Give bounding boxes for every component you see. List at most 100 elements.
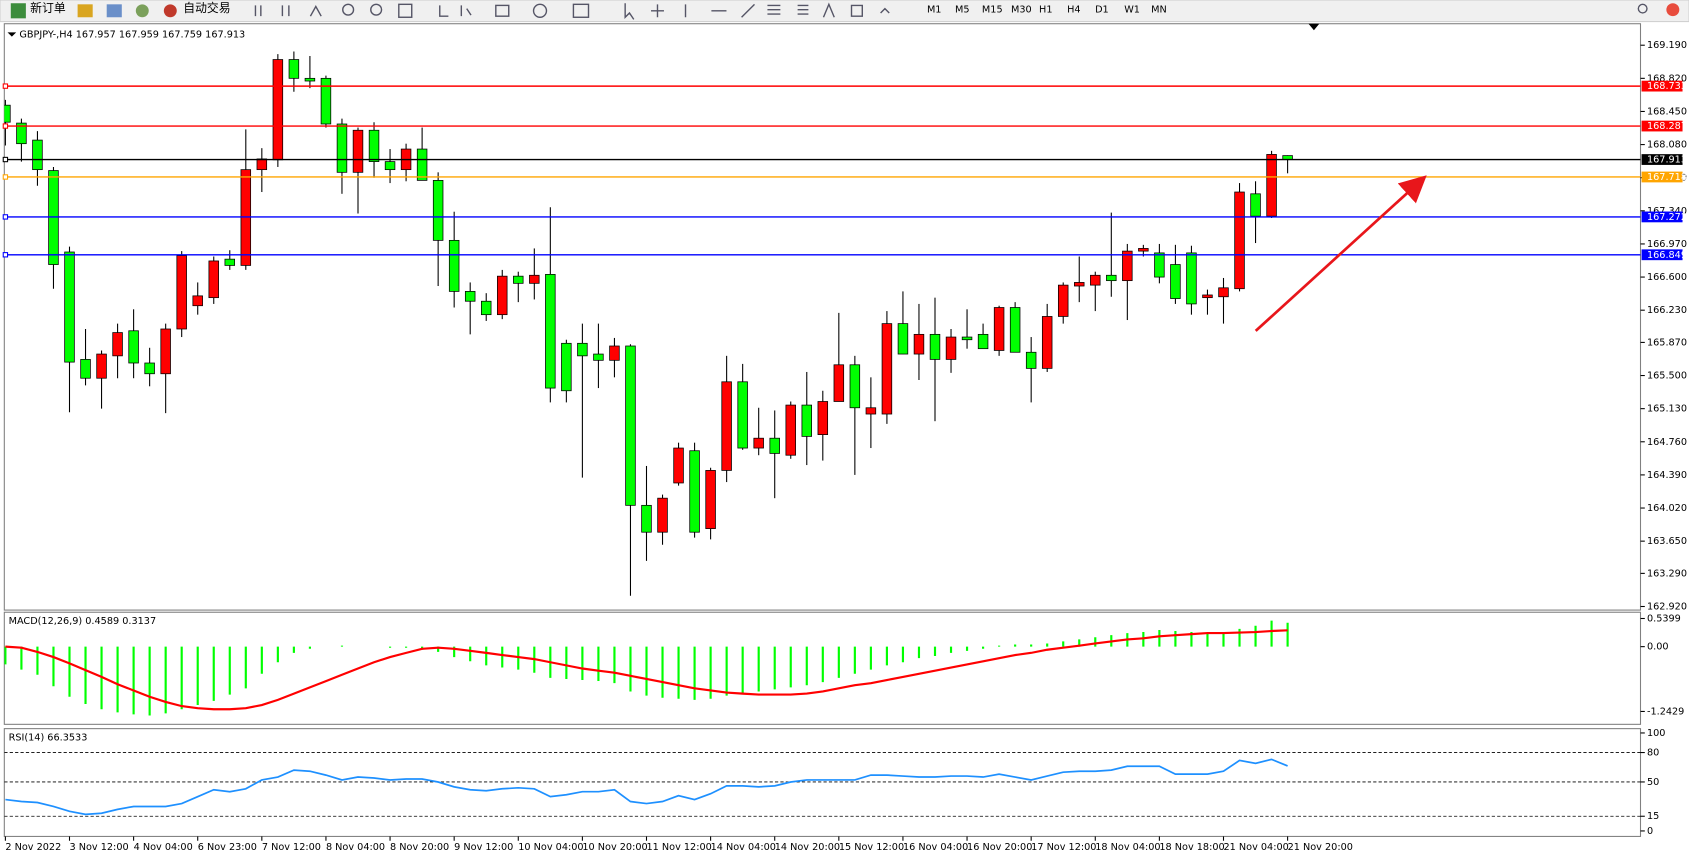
icon[interactable] [135, 4, 149, 18]
candle-body [64, 251, 75, 363]
candle-body [96, 353, 107, 379]
candle-body [1186, 252, 1197, 305]
candle-body [529, 274, 540, 284]
macd-title: MACD(12,26,9) 0.4589 0.3137 [9, 616, 157, 627]
y-tick-label: 162.920 [1647, 601, 1687, 612]
y-tick-label: 165.870 [1647, 337, 1687, 348]
y-tick-label: 0 [1647, 826, 1653, 837]
candle-body [464, 291, 476, 302]
icon[interactable] [106, 4, 122, 18]
main-panel [3, 23, 1642, 611]
candle-body [545, 274, 556, 389]
icon[interactable] [77, 4, 93, 18]
candle-body [1154, 252, 1165, 278]
drawing-tools[interactable] [624, 2, 890, 20]
axes: 169.190168.820168.450168.080167.710167.3… [2, 40, 1687, 853]
level-handle [2, 174, 9, 180]
timeframe-button[interactable]: H1 [1039, 5, 1052, 16]
toolbar-button[interactable]: 新订单 [30, 1, 66, 15]
search[interactable] [1637, 3, 1648, 14]
x-tick-label: 3 Nov 12:00 [70, 842, 129, 853]
candle-body [865, 407, 877, 415]
y-tick-label: 163.290 [1647, 568, 1687, 579]
tile-icon[interactable] [398, 3, 413, 18]
candle-body [32, 139, 43, 171]
chart-type-icons[interactable] [254, 5, 322, 17]
macd-plot [4, 620, 1289, 716]
y-tick-label: 166.970 [1647, 239, 1687, 250]
candle-body [1106, 274, 1117, 282]
candle-body [977, 333, 989, 350]
candle-body [625, 345, 636, 506]
candle-body [577, 342, 588, 357]
y-tick-label: 167.340 [1647, 206, 1687, 217]
x-tick-label: 21 Nov 04:00 [1223, 842, 1288, 853]
timeframe-button[interactable]: W1 [1124, 5, 1140, 16]
y-tick-label: 169.190 [1647, 40, 1687, 51]
y-tick-label: 164.760 [1647, 437, 1687, 448]
x-tick-label: 16 Nov 04:00 [903, 842, 968, 853]
candle-body [513, 275, 524, 284]
timeframe-button[interactable]: M30 [1011, 5, 1032, 16]
new-order-icon[interactable] [10, 3, 26, 19]
level-handle [2, 156, 9, 163]
level-label-box [1641, 249, 1683, 261]
zoom-in[interactable] [342, 3, 355, 16]
timeframe-button[interactable]: M5 [955, 5, 970, 16]
y-tick-label: 166.600 [1647, 272, 1687, 283]
level-handle [2, 214, 9, 220]
timeframe-button[interactable]: M15 [982, 5, 1003, 16]
y-tick-label: -1.2429 [1647, 706, 1684, 717]
autotrade-icon[interactable] [163, 4, 177, 18]
level-label-box [1641, 171, 1683, 183]
notification[interactable] [1666, 3, 1680, 17]
x-tick-label: 17 Nov 12:00 [1031, 842, 1096, 853]
y-tick-label: 165.130 [1647, 404, 1687, 415]
period-icon[interactable] [532, 3, 548, 18]
candle-body [1218, 287, 1229, 298]
timeframe-button[interactable]: M1 [927, 5, 942, 16]
y-tick-label: 165.500 [1647, 371, 1687, 382]
candle-body [609, 345, 620, 361]
chart-shift-marker [1308, 23, 1320, 31]
indicator-icon[interactable] [495, 4, 510, 17]
y-tick-label: 0.5399 [1647, 613, 1681, 624]
rsi-plot [4, 752, 1641, 817]
timeframe-button[interactable]: D1 [1095, 5, 1109, 16]
chart-title: GBPJPY-,H4 167.957 167.959 167.759 167.9… [19, 30, 245, 41]
icon[interactable] [439, 5, 472, 17]
y-tick-label: 80 [1647, 748, 1659, 759]
timeframe-button[interactable]: MN [1151, 5, 1167, 16]
candle-body [272, 59, 284, 161]
candle-body [945, 336, 957, 360]
template-icon[interactable] [572, 3, 590, 18]
zoom-out[interactable] [370, 3, 383, 16]
level-handle [2, 123, 9, 129]
candle-body [448, 239, 460, 292]
rsi-title: RSI(14) 66.3533 [9, 732, 88, 743]
toolbar-button[interactable]: 自动交易 [183, 1, 230, 15]
candle-body [128, 330, 139, 364]
y-tick-label: 168.450 [1647, 106, 1687, 117]
y-tick-label: 100 [1647, 728, 1666, 739]
candle-body [961, 336, 973, 341]
candle-body [320, 77, 332, 125]
candle-body [881, 323, 893, 415]
candle-body [112, 332, 123, 357]
candle-body [368, 129, 380, 162]
candle-body [561, 342, 572, 392]
candle-body [192, 295, 203, 307]
rsi-panel [3, 728, 1642, 837]
indicator-line [5, 629, 1288, 711]
candle-body [689, 450, 700, 533]
timeframe-button[interactable]: H4 [1067, 5, 1080, 16]
x-tick-label: 14 Nov 04:00 [711, 842, 776, 853]
price-plot [4, 51, 1641, 596]
x-tick-label: 6 Nov 23:00 [198, 842, 257, 853]
level-label: 166.849 [1647, 250, 1687, 261]
candle-body [480, 300, 492, 316]
y-tick-label: 164.020 [1647, 503, 1687, 514]
x-tick-label: 8 Nov 04:00 [326, 842, 385, 853]
x-tick-label: 11 Nov 12:00 [646, 842, 711, 853]
